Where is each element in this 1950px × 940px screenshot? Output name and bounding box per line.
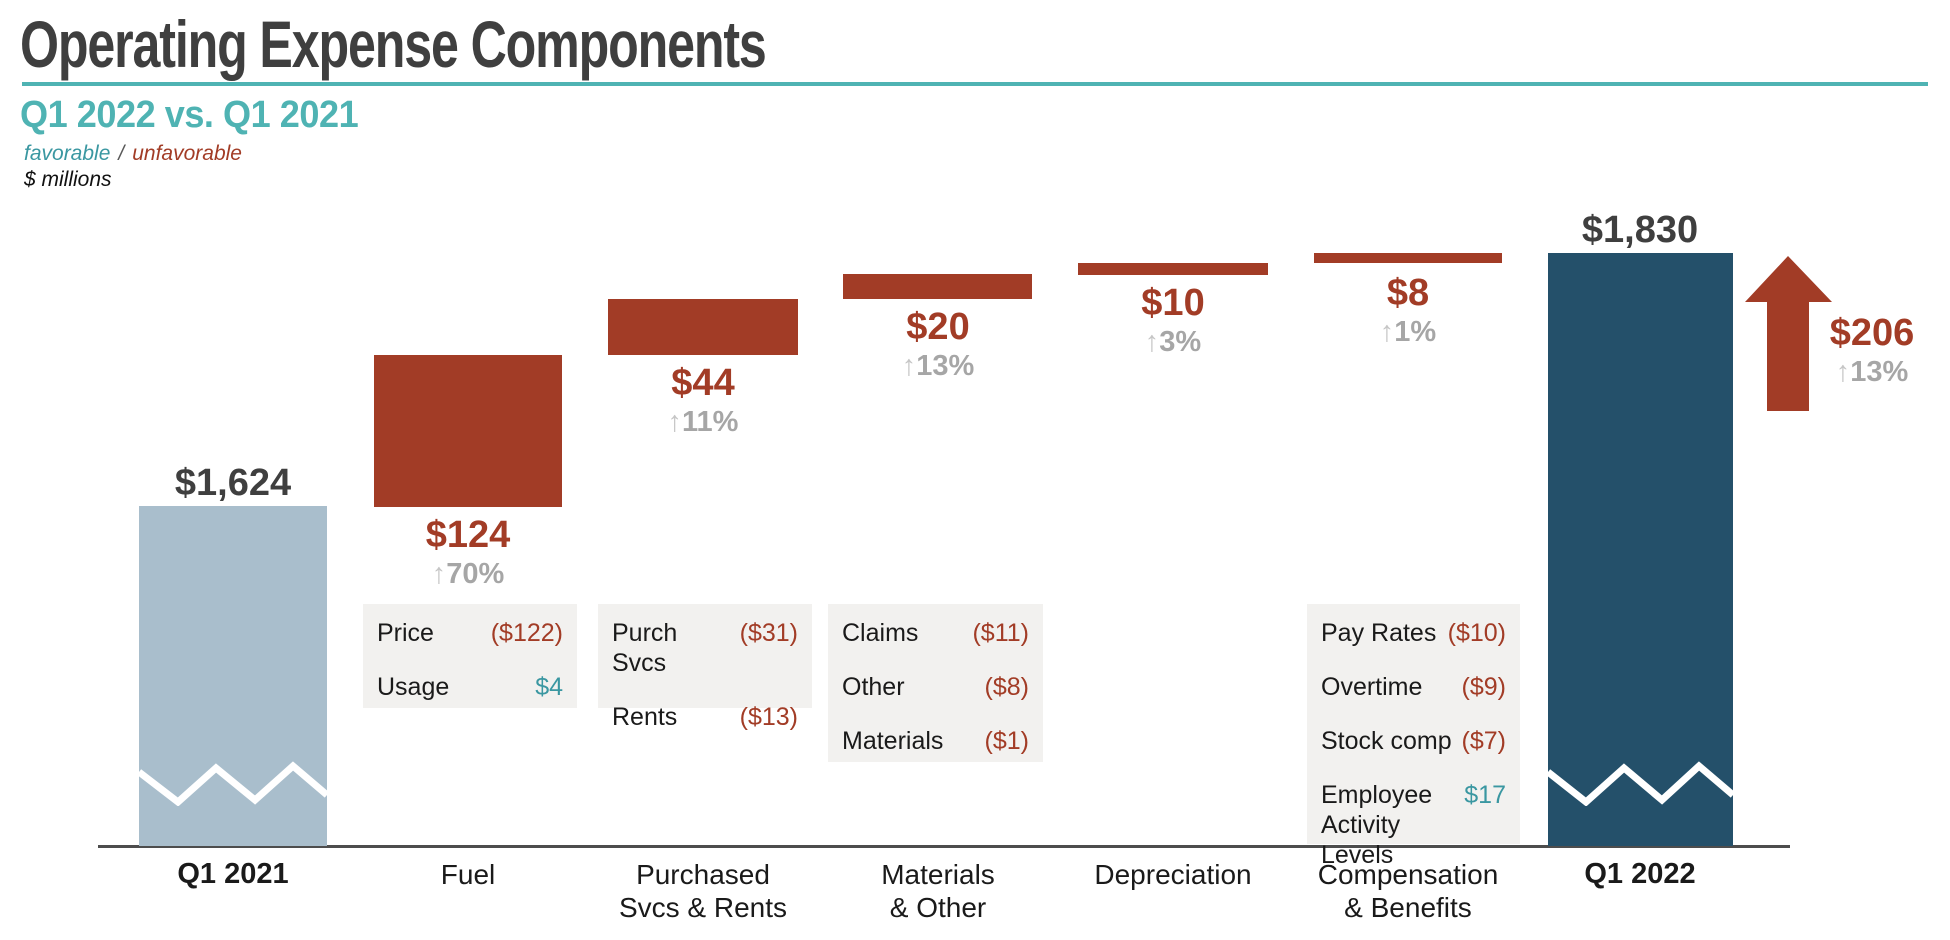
- axis-break-zigzag-icon: [139, 761, 327, 806]
- value-label-total-change: $206: [1829, 312, 1915, 354]
- up-arrow-icon: ↑: [667, 406, 683, 438]
- detail-row: Purch Svcs ($31): [612, 619, 798, 677]
- value-label-purchased-svcs-rents: $44: [671, 362, 735, 404]
- value-label-depreciation: $10: [1141, 282, 1205, 324]
- detail-box-compensation-benefits: Pay Rates ($10) Overtime ($9) Stock comp…: [1307, 604, 1520, 869]
- detail-row: Other ($8): [842, 673, 1029, 701]
- detail-row: Claims ($11): [842, 619, 1029, 647]
- axis-break-zigzag-icon: [1548, 761, 1733, 806]
- page-title: Operating Expense Components: [20, 7, 767, 81]
- value-label-materials-other: $20: [906, 306, 970, 348]
- pct-label-materials-other: ↑13%: [901, 350, 975, 382]
- bar-materials-other: [843, 274, 1032, 299]
- value-label-fuel: $124: [425, 514, 511, 556]
- pct-label-total-change: ↑13%: [1835, 356, 1909, 388]
- axis-label-q1-2022: Q1 2022: [1584, 858, 1696, 890]
- detail-row: Pay Rates ($10): [1321, 619, 1506, 647]
- title-underline: [22, 82, 1928, 86]
- units-note: $ millions: [24, 168, 112, 191]
- value-label-q1-2022: $1,830: [1581, 209, 1699, 251]
- pct-label-depreciation: ↑3%: [1144, 326, 1202, 358]
- bar-fuel: [374, 355, 562, 507]
- up-arrow-icon: ↑: [901, 350, 917, 382]
- pct-label-compensation-benefits: ↑1%: [1379, 316, 1437, 348]
- detail-row: Materials ($1): [842, 727, 1029, 755]
- axis-label-depreciation: Depreciation: [1094, 859, 1252, 890]
- detail-row: Stock comp ($7): [1321, 727, 1506, 755]
- up-arrow-icon: ↑: [1379, 316, 1395, 348]
- bar-depreciation: [1078, 263, 1268, 275]
- axis-label-materials-other: Materials & Other: [881, 859, 995, 923]
- bar-purchased-svcs-rents: [608, 299, 798, 355]
- detail-box-materials-other: Claims ($11) Other ($8) Materials ($1): [828, 604, 1043, 762]
- value-label-compensation-benefits: $8: [1386, 272, 1430, 314]
- up-arrow-icon: ↑: [1835, 356, 1851, 388]
- pct-label-fuel: ↑70%: [431, 558, 505, 590]
- legend-separator: /: [118, 142, 125, 165]
- subtitle: Q1 2022 vs. Q1 2021: [20, 94, 359, 136]
- detail-row: Price ($122): [377, 619, 563, 647]
- axis-label-q1-2021: Q1 2021: [177, 858, 289, 890]
- detail-row: Employee Activity Levels $17: [1321, 781, 1506, 869]
- value-label-q1-2021: $1,624: [174, 462, 292, 504]
- legend-favorable: favorable: [24, 142, 111, 165]
- detail-row: Usage $4: [377, 673, 563, 701]
- bar-q1-2022: [1548, 253, 1733, 846]
- detail-row: Rents ($13): [612, 703, 798, 731]
- detail-row: Overtime ($9): [1321, 673, 1506, 701]
- total-increase-arrow-icon: [1745, 256, 1832, 411]
- axis-label-compensation-benefits: Compensation & Benefits: [1317, 859, 1499, 923]
- detail-box-purchased-svcs-rents: Purch Svcs ($31) Rents ($13): [598, 604, 812, 731]
- favorability-legend: favorable / unfavorable: [24, 142, 242, 166]
- pct-label-purchased-svcs-rents: ↑11%: [667, 406, 739, 438]
- legend-unfavorable: unfavorable: [132, 142, 242, 165]
- detail-box-fuel: Price ($122) Usage $4: [363, 604, 577, 708]
- axis-label-fuel: Fuel: [440, 859, 496, 890]
- bar-compensation-benefits: [1314, 253, 1502, 263]
- x-axis-line: [98, 845, 1790, 848]
- up-arrow-icon: ↑: [1144, 326, 1160, 358]
- bar-q1-2021: [139, 506, 327, 846]
- axis-label-purchased-svcs-rents: Purchased Svcs & Rents: [618, 859, 788, 923]
- up-arrow-icon: ↑: [431, 558, 447, 590]
